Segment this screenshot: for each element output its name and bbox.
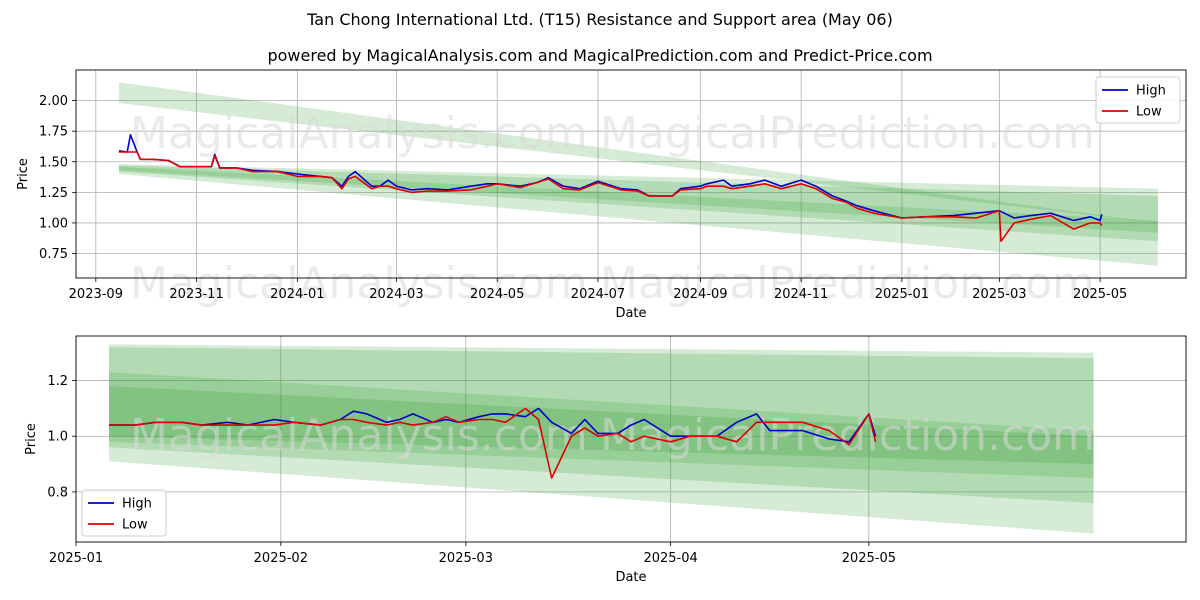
x-tick-label: 2024-11 xyxy=(774,287,828,302)
x-tick-label: 2025-04 xyxy=(643,551,697,566)
y-tick-label: 1.00 xyxy=(39,216,68,231)
x-tick-label: 2025-05 xyxy=(1073,287,1127,302)
x-tick-label: 2024-09 xyxy=(673,287,727,302)
plot-frame xyxy=(75,69,1187,279)
y-tick-label: 1.75 xyxy=(39,125,68,140)
watermark-text: MagicalAnalysis.com xyxy=(130,410,588,461)
chart-subtitle: powered by MagicalAnalysis.com and Magic… xyxy=(267,46,933,65)
y-tick-label: 2.00 xyxy=(39,94,68,109)
y-tick-label: 1.2 xyxy=(47,374,68,389)
x-tick-label: 2023-11 xyxy=(169,287,223,302)
band-3 xyxy=(118,165,1158,242)
chart-title: Tan Chong International Ltd. (T15) Resis… xyxy=(307,10,893,29)
x-tick-label: 2025-03 xyxy=(439,551,493,566)
x-tick-label: 2024-01 xyxy=(270,287,324,302)
x-axis-label: Date xyxy=(615,570,646,585)
x-tick-label: 2023-09 xyxy=(69,287,123,302)
chart-panel-1: MagicalAnalysis.comMagicalAnalysis.comMa… xyxy=(16,69,1187,321)
band-2 xyxy=(109,347,1094,504)
x-tick-label: 2025-01 xyxy=(875,287,929,302)
band-1 xyxy=(109,344,1094,534)
x-tick-label: 2024-05 xyxy=(470,287,524,302)
x-tick-label: 2025-02 xyxy=(254,551,308,566)
y-tick-label: 1.0 xyxy=(47,430,68,445)
y-tick-label: 0.75 xyxy=(39,247,68,262)
watermark-text: MagicalAnalysis.com xyxy=(130,108,588,159)
x-tick-label: 2025-03 xyxy=(972,287,1026,302)
band-2 xyxy=(118,164,1158,266)
band-3 xyxy=(109,372,1094,478)
chart-panel-2: MagicalAnalysis.com MagicalPrediction.com… xyxy=(24,335,1187,585)
y-axis-label: Price xyxy=(16,158,31,190)
series-line-low xyxy=(118,151,1103,243)
support-resistance-bands xyxy=(109,344,1094,534)
watermark-text: MagicalPrediction.com xyxy=(600,258,1095,309)
x-tick-label: 2025-05 xyxy=(842,551,896,566)
x-tick-label: 2024-03 xyxy=(369,287,423,302)
series-line-low xyxy=(109,407,877,479)
series-line-high xyxy=(109,407,877,443)
y-tick-label: 1.25 xyxy=(39,186,68,201)
x-tick-label: 2025-01 xyxy=(49,551,103,566)
y-tick-label: 1.50 xyxy=(39,155,68,170)
legend: High Low xyxy=(1095,76,1181,124)
plot-frame xyxy=(75,335,1187,543)
watermark-text: MagicalPrediction.com xyxy=(600,108,1095,159)
x-axis-label: Date xyxy=(615,306,646,321)
legend: High Low xyxy=(81,489,167,537)
band-1 xyxy=(118,82,1158,223)
y-axis-label: Price xyxy=(24,423,39,455)
y-tick-label: 0.8 xyxy=(47,485,68,500)
watermark-text: MagicalAnalysis.com xyxy=(130,258,588,309)
x-tick-label: 2024-07 xyxy=(571,287,625,302)
band-4 xyxy=(109,386,1094,465)
legend-label-high: High xyxy=(122,497,152,512)
legend-label-high: High xyxy=(1136,84,1166,99)
legend-label-low: Low xyxy=(1136,105,1162,120)
legend-label-low: Low xyxy=(122,518,148,533)
